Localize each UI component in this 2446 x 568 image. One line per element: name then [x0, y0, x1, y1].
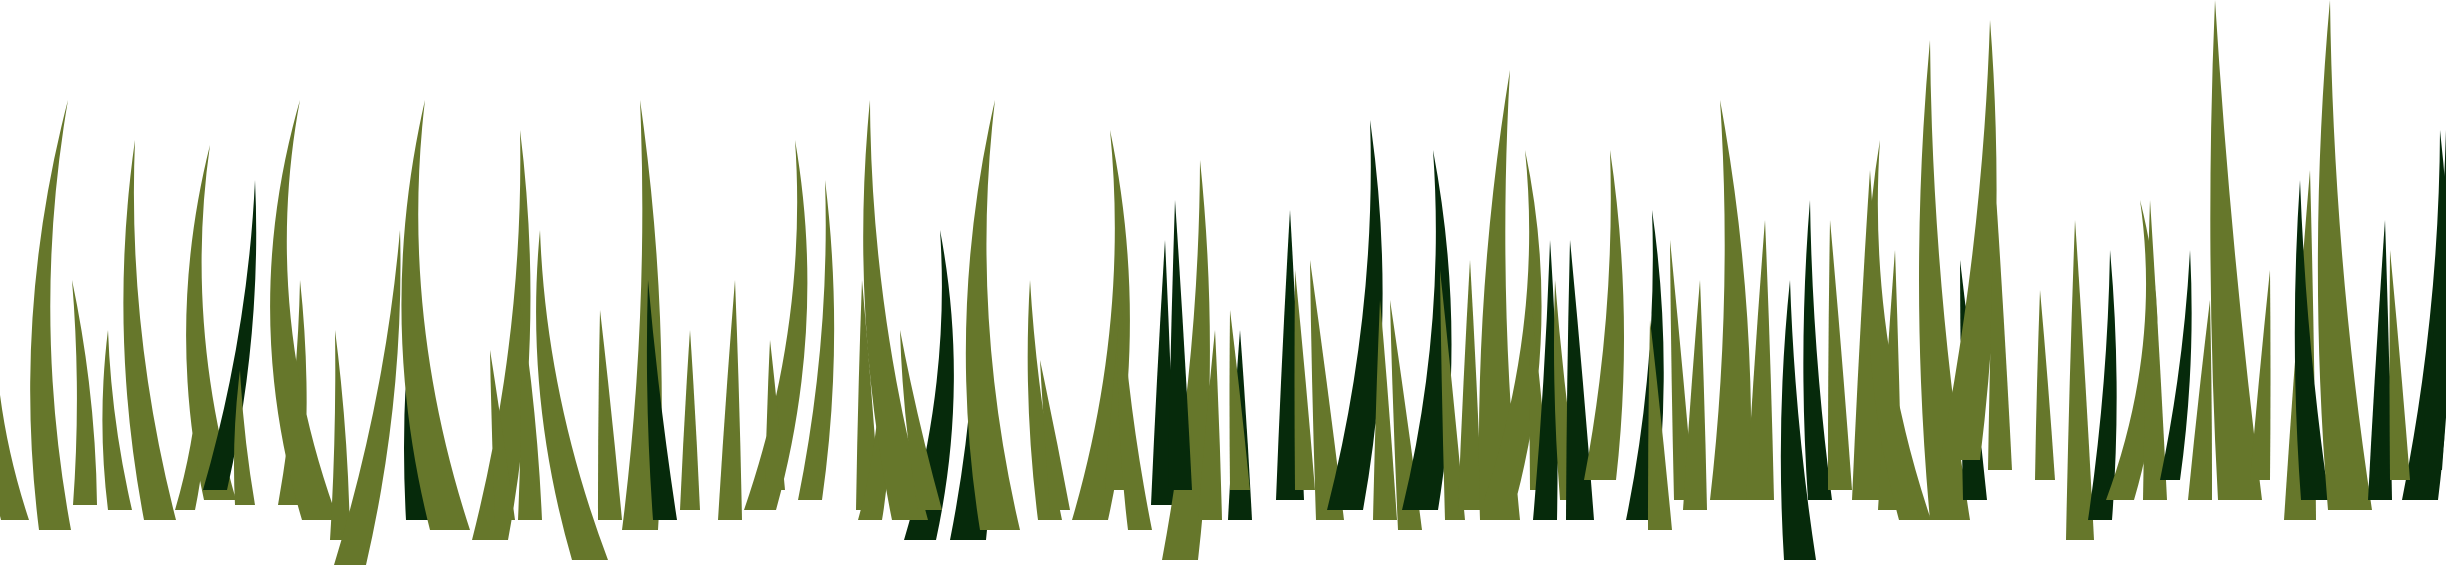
- grass-blade: [2160, 250, 2192, 480]
- grass-blade: [2418, 130, 2446, 470]
- grass-blade: [965, 100, 1020, 530]
- grass-blade: [186, 145, 236, 500]
- grass-blade: [1533, 240, 1558, 520]
- grass-blade: [680, 330, 700, 510]
- grass-blade: [597, 310, 622, 520]
- grass-blade: [1647, 320, 1672, 530]
- grass-blade: [646, 280, 677, 520]
- grass-blade: [904, 230, 954, 540]
- grass-blade: [1827, 220, 1852, 490]
- grass-blade: [2188, 300, 2213, 500]
- grass-blade: [102, 330, 132, 510]
- grass-blade: [1327, 120, 1383, 510]
- grass-blade: [1440, 270, 1465, 520]
- grass-blade: [1988, 180, 2012, 470]
- grass-blade: [2368, 220, 2392, 500]
- grass-blade: [1803, 200, 1832, 500]
- grass-blade: [30, 100, 71, 530]
- grass-blade: [1162, 160, 1210, 560]
- grass-blade: [2066, 220, 2094, 540]
- grass-blade: [765, 340, 785, 490]
- grass-blade: [1040, 360, 1070, 510]
- grass-blade: [1402, 150, 1452, 510]
- grass-blade: [1670, 240, 1694, 500]
- grass-blade: [863, 100, 928, 520]
- grass-blade: [718, 280, 742, 520]
- grass-blade: [1566, 240, 1594, 520]
- grass-blade: [1940, 20, 1997, 460]
- grass-blade: [2035, 290, 2055, 480]
- grass-blade: [1027, 280, 1062, 520]
- grass-blade: [330, 330, 350, 540]
- grass-blade: [1746, 220, 1774, 500]
- grass-blade: [1710, 100, 1752, 500]
- grass-blade: [1867, 140, 1931, 520]
- grass-blade: [798, 180, 835, 500]
- grass-blade: [1229, 310, 1250, 490]
- grass-blade: [490, 350, 515, 520]
- grass-blade: [900, 330, 942, 510]
- grass-blade: [203, 180, 257, 490]
- grass-blade: [2317, 0, 2372, 510]
- grass-blade: [1553, 280, 1580, 500]
- grass-blade: [1117, 280, 1152, 530]
- grass-blade: [1198, 330, 1222, 520]
- grass-blade: [536, 230, 608, 560]
- grass-blade: [1919, 40, 1970, 520]
- grass-blade: [2389, 250, 2410, 480]
- grass-blade: [1780, 280, 1816, 560]
- grass-blade: [518, 300, 542, 520]
- grass-blade: [2250, 270, 2271, 480]
- grass-blade: [233, 370, 255, 505]
- grass-blade: [1478, 70, 1520, 520]
- grass-blade: [2143, 200, 2167, 500]
- grass-blade: [270, 100, 338, 520]
- grass-blade: [401, 100, 470, 530]
- grass-blade: [1168, 200, 1192, 490]
- grass-blade: [472, 130, 531, 540]
- grass-blade: [1484, 150, 1542, 500]
- grass-blade: [72, 280, 97, 505]
- grass-blade: [1683, 280, 1707, 510]
- grass-blade: [334, 230, 401, 565]
- grass-blade: [744, 140, 808, 510]
- grass-blade: [1458, 260, 1482, 510]
- grass-blade: [1584, 150, 1625, 480]
- grass-blade: [2210, 0, 2262, 500]
- grass-blade: [1373, 300, 1397, 520]
- grass-blade: [2294, 180, 2329, 500]
- grass-blade: [1294, 270, 1315, 490]
- grass-blade: [2088, 250, 2117, 520]
- grass-blade: [1310, 260, 1344, 520]
- grass-blade: [0, 230, 29, 520]
- grass-blade: [123, 140, 176, 520]
